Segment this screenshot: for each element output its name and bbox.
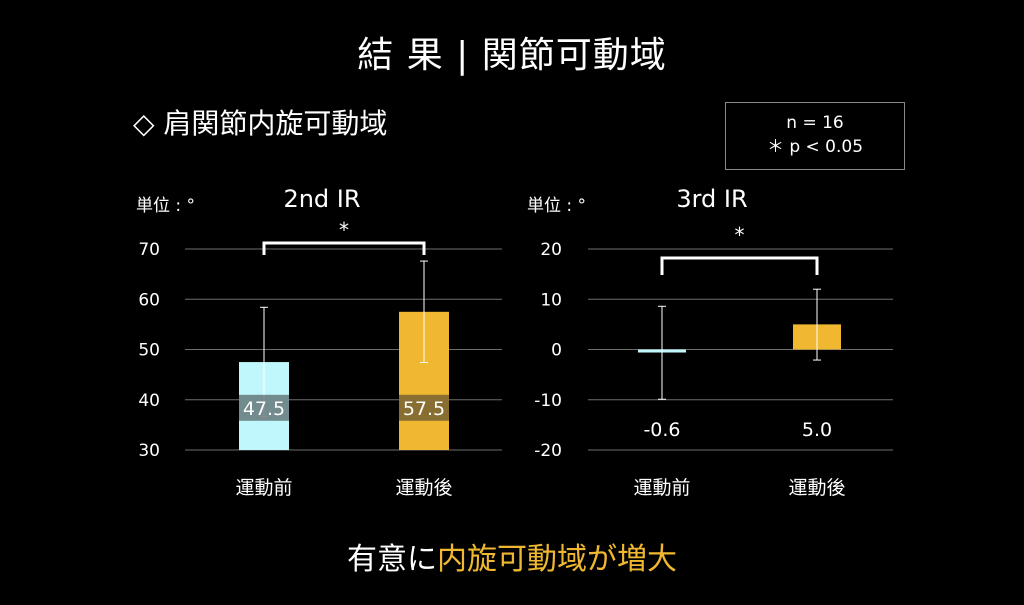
chart2-category-label: 運動前	[633, 477, 690, 499]
chart1-unit-label: 単位 : °	[136, 196, 195, 216]
chart1-value-label: 57.5	[403, 398, 445, 420]
chart1-value-label-band	[399, 394, 449, 421]
chart1-category-label: 運動後	[395, 477, 452, 499]
chart1-title: 2nd IR	[283, 185, 360, 213]
sample-size-text: n = 16	[786, 113, 844, 133]
chart2-title: 3rd IR	[676, 185, 747, 213]
chart2-tick-label: -10	[534, 391, 562, 411]
chart1-tick-label: 30	[138, 441, 160, 461]
chart2-tick-label: 20	[540, 240, 562, 260]
chart1-category-label: 運動前	[235, 477, 292, 499]
slide-title: 結 果 | 関節可動域	[357, 35, 667, 76]
chart1-significance-bracket	[262, 241, 426, 255]
chart2-significance-mark: *	[735, 223, 745, 247]
conclusion-plain: 有意に	[347, 542, 437, 577]
conclusion-text: 有意に内旋可動域が増大	[0, 534, 1024, 578]
chart1-tick-label: 60	[138, 290, 160, 310]
chart2-tick-label: 0	[551, 341, 562, 361]
chart1-tick-label: 50	[138, 341, 160, 361]
chart2-category-label: 運動後	[788, 477, 845, 499]
chart2-unit-label: 単位 : °	[527, 196, 586, 216]
slide-subtitle: ◇ 肩関節内旋可動域	[133, 107, 388, 140]
chart1-significance-mark: *	[339, 218, 349, 242]
chart2-value-label: 5.0	[802, 419, 832, 441]
chart2-value-label: -0.6	[643, 419, 680, 441]
chart1-tick-label: 40	[138, 391, 160, 411]
chart2-significance-bracket	[660, 256, 819, 275]
chart1-value-label-band	[239, 394, 289, 421]
significance-note: ＊ p < 0.05	[766, 137, 864, 157]
chart2-tick-label: 10	[540, 290, 562, 310]
chart1-tick-label: 70	[138, 240, 160, 260]
chart1-value-label: 47.5	[243, 398, 285, 420]
stats-box: n = 16 ＊ p < 0.05	[725, 102, 905, 170]
conclusion-highlight: 内旋可動域が増大	[437, 542, 677, 577]
chart2-tick-label: -20	[534, 441, 562, 461]
